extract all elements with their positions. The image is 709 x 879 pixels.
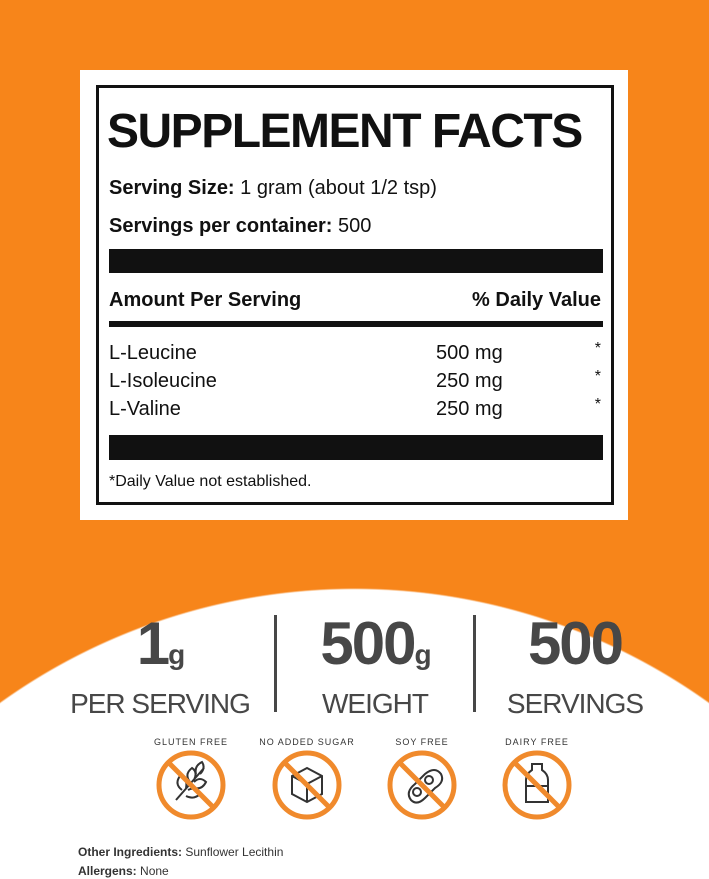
ingredient-amount: 250 mg bbox=[436, 370, 503, 392]
ingredient-dv: * bbox=[594, 340, 601, 357]
stat-value: 500 bbox=[320, 610, 416, 677]
badge-label: GLUTEN FREE bbox=[153, 737, 228, 747]
sugar-cube-icon bbox=[272, 750, 342, 820]
serving-size-label: Serving Size: bbox=[109, 177, 235, 199]
milk-bottle-icon bbox=[502, 750, 572, 820]
other-ingredients-label: Other Ingredients: bbox=[78, 845, 183, 859]
stat-unit: g bbox=[168, 639, 185, 670]
supplement-facts-panel: SUPPLEMENT FACTS Serving Size: 1 gram (a… bbox=[80, 70, 628, 520]
allergens: Allergens: None bbox=[78, 864, 169, 879]
header-amount: Amount Per Serving bbox=[109, 289, 302, 311]
stat-unit: g bbox=[414, 639, 432, 670]
badge-no-added-sugar: NO ADDED SUGAR bbox=[257, 736, 357, 832]
serving-size: Serving Size: 1 gram (about 1/2 tsp) bbox=[109, 176, 437, 200]
allergens-label: Allergens: bbox=[78, 864, 137, 878]
stat-label: SERVINGS bbox=[506, 688, 644, 719]
thick-divider bbox=[109, 249, 603, 273]
facts-title: SUPPLEMENT FACTS bbox=[107, 105, 583, 158]
stat-block: 500 SERVINGS bbox=[470, 612, 680, 721]
stat-divider bbox=[274, 615, 277, 712]
stat-number: 1g bbox=[55, 612, 265, 687]
footnote: *Daily Value not established. bbox=[109, 473, 312, 490]
servings-label: Servings per container: bbox=[109, 215, 333, 237]
stat-value: 500 bbox=[527, 610, 624, 677]
badge-dairy-free: DAIRY FREE bbox=[487, 736, 587, 832]
stat-value: 1 bbox=[136, 610, 170, 677]
serving-size-value: 1 gram (about 1/2 tsp) bbox=[234, 177, 437, 199]
stat-block: 1g PER SERVING bbox=[55, 612, 265, 721]
ingredient-dv: * bbox=[594, 368, 601, 385]
allergens-value: None bbox=[136, 864, 169, 878]
ingredient-dv: * bbox=[594, 396, 601, 413]
ingredient-name: L-Isoleucine bbox=[109, 370, 217, 392]
badge-label: NO ADDED SUGAR bbox=[259, 737, 355, 747]
badge-label: SOY FREE bbox=[395, 737, 449, 747]
other-ingredients-value: Sunflower Lecithin bbox=[182, 845, 284, 859]
soybean-icon bbox=[387, 750, 457, 820]
stat-number: 500g bbox=[270, 612, 480, 687]
stat-number: 500 bbox=[470, 612, 680, 687]
other-ingredients: Other Ingredients: Sunflower Lecithin bbox=[78, 845, 283, 860]
facts-label-box: SUPPLEMENT FACTS Serving Size: 1 gram (a… bbox=[96, 85, 614, 505]
ingredient-name: L-Leucine bbox=[109, 342, 197, 364]
thick-divider bbox=[109, 435, 603, 460]
badge-label: DAIRY FREE bbox=[505, 737, 569, 747]
servings-value: 500 bbox=[332, 215, 372, 237]
stat-block: 500g WEIGHT bbox=[270, 612, 480, 721]
header-daily-value: % Daily Value bbox=[472, 289, 601, 311]
ingredient-amount: 500 mg bbox=[436, 342, 503, 364]
stat-divider bbox=[473, 615, 476, 712]
stat-label: WEIGHT bbox=[322, 688, 429, 719]
wheat-icon bbox=[156, 750, 226, 820]
stat-label: PER SERVING bbox=[70, 688, 251, 719]
ingredient-name: L-Valine bbox=[109, 398, 181, 420]
ingredient-amount: 250 mg bbox=[436, 398, 503, 420]
medium-divider bbox=[109, 321, 603, 327]
badge-gluten-free: GLUTEN FREE bbox=[141, 736, 241, 832]
badge-soy-free: SOY FREE bbox=[372, 736, 472, 832]
servings-per-container: Servings per container: 500 bbox=[109, 214, 371, 238]
